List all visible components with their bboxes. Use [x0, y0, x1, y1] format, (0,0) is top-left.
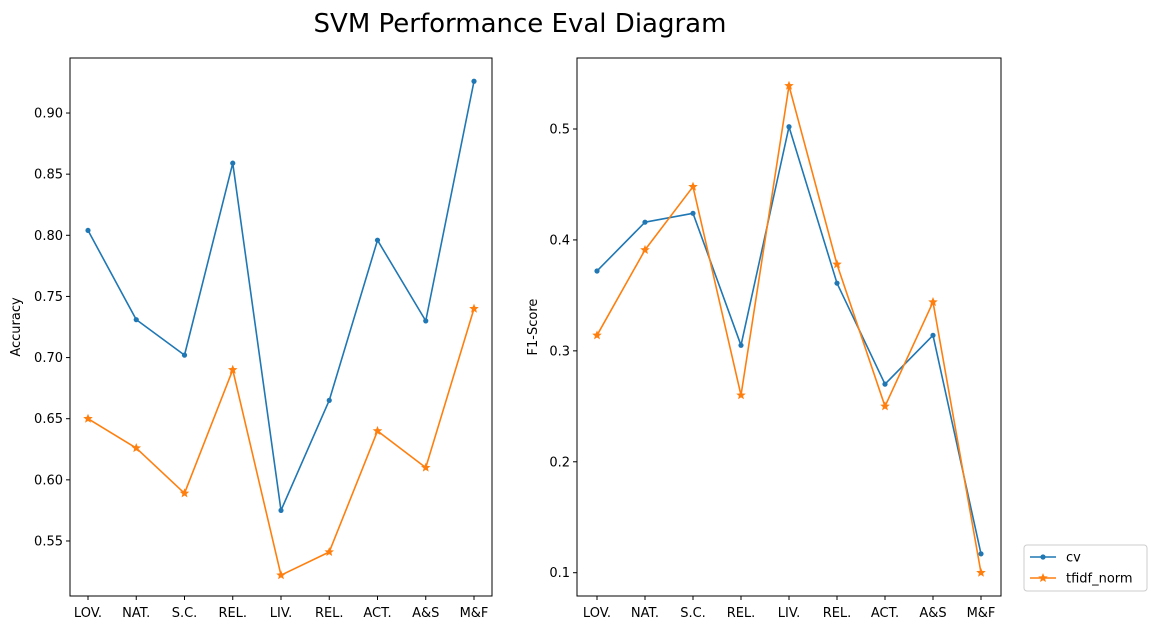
data-point	[882, 381, 888, 387]
data-point	[928, 297, 938, 307]
legend: cv tfidf_norm	[1023, 544, 1148, 592]
data-point	[976, 567, 986, 577]
y-tick-label: 0.5	[549, 122, 570, 137]
data-point	[978, 551, 984, 557]
x-tick-label: A&S	[919, 606, 946, 621]
data-point	[786, 124, 792, 130]
data-point	[930, 332, 936, 338]
data-point	[469, 303, 479, 313]
x-tick-label: NAT.	[122, 606, 150, 621]
series-tfidf-norm	[592, 80, 986, 577]
data-point	[688, 181, 698, 191]
data-point	[227, 364, 238, 374]
plot-frame	[69, 57, 493, 597]
data-point	[423, 318, 429, 324]
series-cv	[85, 78, 477, 514]
data-point	[784, 80, 794, 90]
data-point	[420, 462, 431, 472]
series-line	[87, 81, 475, 512]
x-tick-label: A&S	[412, 606, 439, 621]
data-point	[374, 237, 381, 243]
x-tick-label: REL.	[727, 606, 756, 621]
x-tick-label: M&F	[460, 606, 489, 621]
x-tick-label: S.C.	[680, 606, 706, 621]
y-tick-label: 0.70	[34, 351, 63, 366]
y-tick-label: 0.60	[34, 473, 63, 488]
x-tick-label: REL.	[315, 606, 344, 621]
legend-marker	[1040, 554, 1046, 560]
charts: LOV. NAT. S.C. REL. LIV. REL. ACT. A&S M&F 0.55 0.…	[9, 57, 1002, 621]
data-point	[640, 244, 650, 254]
series-line	[87, 308, 475, 577]
y-tick-label: 0.2	[549, 455, 570, 470]
data-point	[85, 227, 91, 234]
x-tick-label: LOV.	[74, 606, 102, 621]
data-point	[594, 268, 600, 274]
x-tick-label: REL.	[218, 606, 247, 621]
x-tick-label: S.C.	[172, 606, 198, 621]
x-tick-label: REL.	[823, 606, 852, 621]
y-tick-label: 0.55	[34, 534, 63, 549]
y-axis-label: Accuracy	[9, 297, 24, 357]
chart-title: SVM Performance Eval Diagram	[314, 9, 727, 39]
chart-panel-2: LOV. NAT. S.C. REL. LIV. REL. ACT. A&S M&F 0.1 0.2…	[526, 57, 1002, 621]
y-tick-label: 0.75	[34, 290, 63, 305]
series-line	[596, 125, 982, 555]
data-point	[324, 546, 335, 557]
y-axis-label: F1-Score	[526, 299, 541, 356]
x-tick-label: ACT.	[871, 606, 899, 621]
data-point	[83, 413, 93, 423]
data-point	[471, 78, 477, 84]
legend-label: cv	[1066, 551, 1081, 566]
y-tick-label: 0.80	[34, 229, 63, 244]
data-point	[179, 488, 190, 498]
data-point	[326, 397, 332, 403]
chart-panel-1: LOV. NAT. S.C. REL. LIV. REL. ACT. A&S M&F 0.55 0.…	[9, 57, 493, 621]
data-point	[834, 280, 840, 286]
y-tick-label: 0.65	[34, 412, 63, 427]
data-point	[230, 160, 236, 166]
legend-entry-tfidf-norm: tfidf_norm	[1030, 572, 1133, 587]
data-point	[181, 352, 188, 358]
y-tick-label: 0.90	[34, 107, 63, 122]
y-tick-label: 0.4	[549, 233, 570, 248]
y-tick-label: 0.1	[549, 566, 570, 581]
data-point	[131, 443, 142, 453]
series-tfidf-norm	[83, 303, 479, 580]
data-point	[736, 390, 746, 400]
data-point	[592, 330, 602, 340]
x-tick-label: LIV.	[270, 606, 292, 621]
data-point	[133, 317, 139, 323]
x-tick-label: M&F	[967, 606, 996, 621]
legend-marker	[1038, 573, 1048, 583]
data-point	[372, 425, 383, 435]
legend-label: tfidf_norm	[1066, 572, 1133, 587]
x-tick-label: NAT.	[631, 606, 659, 621]
data-point	[278, 507, 284, 514]
x-tick-label: ACT.	[363, 606, 391, 621]
data-point	[880, 401, 890, 411]
data-point	[738, 342, 744, 348]
series-cv	[594, 124, 984, 557]
data-point	[276, 570, 286, 580]
y-tick-label: 0.85	[34, 168, 63, 183]
x-tick-label: LOV.	[583, 606, 611, 621]
data-point	[832, 259, 842, 269]
x-tick-label: LIV.	[778, 606, 800, 621]
y-tick-label: 0.3	[549, 344, 570, 359]
data-point	[690, 210, 696, 216]
legend-entry-cv: cv	[1030, 551, 1081, 566]
data-point	[642, 219, 648, 225]
series-line	[596, 84, 982, 573]
